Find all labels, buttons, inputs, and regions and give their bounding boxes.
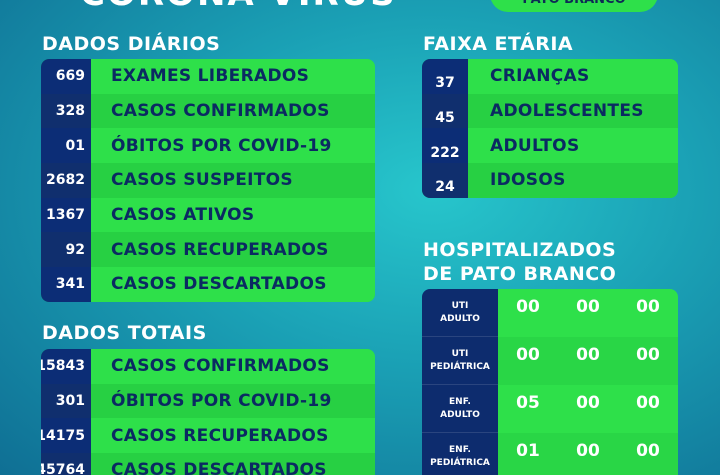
totals-row: 45764 CASOS DESCARTADOS xyxy=(41,453,375,475)
daily-row: 92 CASOS RECUPERADOS xyxy=(41,232,375,268)
age-row: 24 IDOSOS xyxy=(422,163,678,198)
totals-value: 45764 xyxy=(41,453,91,475)
age-value: 24 xyxy=(422,163,468,198)
header-title: CORONA VÍRUS xyxy=(80,0,397,14)
daily-section-title: DADOS DIÁRIOS xyxy=(42,33,221,55)
hospital-title-line1: HOSPITALIZADOS xyxy=(423,239,617,261)
daily-row: 2682 CASOS SUSPEITOS xyxy=(41,163,375,198)
daily-row: 669 EXAMES LIBERADOS xyxy=(41,59,375,94)
daily-value: 328 xyxy=(41,93,91,129)
totals-value: 301 xyxy=(41,383,91,419)
hospital-cat-type: UTI xyxy=(451,300,469,311)
hospital-value: 00 xyxy=(636,441,660,461)
age-panel: 37 CRIANÇAS 45 ADOLESCENTES 222 ADULTOS 24 I… xyxy=(422,59,678,198)
hospital-value: 05 xyxy=(516,393,540,413)
daily-label: CASOS SUSPEITOS xyxy=(91,163,375,198)
hospital-cat-group: ADULTO xyxy=(440,409,480,420)
hospital-value: 00 xyxy=(516,345,540,365)
age-value: 222 xyxy=(422,128,468,164)
daily-value: 341 xyxy=(41,267,91,302)
hospital-row: ENF. ADULTO 05 00 00 xyxy=(422,385,678,433)
age-value: 45 xyxy=(422,93,468,129)
hospital-panel: UTI ADULTO 00 00 00 UTI PEDIÁTRICA 00 00 00 EN… xyxy=(422,289,678,475)
hospital-cat-group: PEDIÁTRICA xyxy=(430,457,490,468)
age-row: 45 ADOLESCENTES xyxy=(422,93,678,129)
daily-row: 328 CASOS CONFIRMADOS xyxy=(41,93,375,129)
daily-value: 2682 xyxy=(41,163,91,198)
age-row: 222 ADULTOS xyxy=(422,128,678,164)
age-label: IDOSOS xyxy=(468,163,678,198)
daily-value: 1367 xyxy=(41,197,91,233)
daily-label: CASOS CONFIRMADOS xyxy=(91,93,375,129)
hospital-category: ENF. PEDIÁTRICA xyxy=(422,433,498,475)
totals-label: ÓBITOS POR COVID-19 xyxy=(91,383,375,419)
hospital-cat-group: PEDIÁTRICA xyxy=(430,361,490,372)
totals-section-title: DADOS TOTAIS xyxy=(42,322,207,344)
hospital-title-line2: DE PATO BRANCO xyxy=(423,263,617,285)
hospital-cat-type: ENF. xyxy=(449,396,471,407)
hospital-value: 00 xyxy=(576,297,600,317)
hospital-section-title: HOSPITALIZADOS DE PATO BRANCO xyxy=(423,238,616,286)
daily-label: CASOS DESCARTADOS xyxy=(91,267,375,302)
age-label: CRIANÇAS xyxy=(468,59,678,94)
daily-value: 01 xyxy=(41,128,91,164)
daily-label: CASOS RECUPERADOS xyxy=(91,232,375,268)
hospital-value: 00 xyxy=(636,393,660,413)
totals-row: 15843 CASOS CONFIRMADOS xyxy=(41,349,375,384)
totals-panel: 15843 CASOS CONFIRMADOS 301 ÓBITOS POR COV… xyxy=(41,349,375,475)
age-label: ADOLESCENTES xyxy=(468,93,678,129)
hospital-row: ENF. PEDIÁTRICA 01 00 00 xyxy=(422,433,678,475)
hospital-value: 00 xyxy=(636,297,660,317)
hospital-value: 00 xyxy=(636,345,660,365)
age-section-title: FAIXA ETÁRIA xyxy=(423,33,574,55)
hospital-value: 00 xyxy=(516,297,540,317)
daily-row: 341 CASOS DESCARTADOS xyxy=(41,267,375,302)
hospital-category: UTI ADULTO xyxy=(422,289,498,337)
hospital-cat-type: UTI xyxy=(451,348,469,359)
totals-value: 14175 xyxy=(41,418,91,454)
daily-row: 1367 CASOS ATIVOS xyxy=(41,197,375,233)
totals-value: 15843 xyxy=(41,349,91,384)
totals-label: CASOS CONFIRMADOS xyxy=(91,349,375,384)
hospital-cat-group: ADULTO xyxy=(440,313,480,324)
hospital-value: 00 xyxy=(576,441,600,461)
hospital-row: UTI PEDIÁTRICA 00 00 00 xyxy=(422,337,678,385)
hospital-cat-type: ENF. xyxy=(449,444,471,455)
daily-value: 92 xyxy=(41,232,91,268)
totals-label: CASOS RECUPERADOS xyxy=(91,418,375,454)
daily-value: 669 xyxy=(41,59,91,94)
daily-label: ÓBITOS POR COVID-19 xyxy=(91,128,375,164)
location-badge: PATO BRANCO xyxy=(490,0,658,12)
hospital-value: 00 xyxy=(576,393,600,413)
daily-row: 01 ÓBITOS POR COVID-19 xyxy=(41,128,375,164)
hospital-category: UTI PEDIÁTRICA xyxy=(422,337,498,385)
hospital-value: 00 xyxy=(576,345,600,365)
totals-row: 301 ÓBITOS POR COVID-19 xyxy=(41,383,375,419)
daily-panel: 669 EXAMES LIBERADOS 328 CASOS CONFIRMADOS… xyxy=(41,59,375,302)
totals-row: 14175 CASOS RECUPERADOS xyxy=(41,418,375,454)
hospital-category: ENF. ADULTO xyxy=(422,385,498,433)
daily-label: CASOS ATIVOS xyxy=(91,197,375,233)
age-value: 37 xyxy=(422,59,468,94)
hospital-value: 01 xyxy=(516,441,540,461)
daily-label: EXAMES LIBERADOS xyxy=(91,59,375,94)
age-label: ADULTOS xyxy=(468,128,678,164)
totals-label: CASOS DESCARTADOS xyxy=(91,453,375,475)
hospital-row: UTI ADULTO 00 00 00 xyxy=(422,289,678,337)
age-row: 37 CRIANÇAS xyxy=(422,59,678,94)
